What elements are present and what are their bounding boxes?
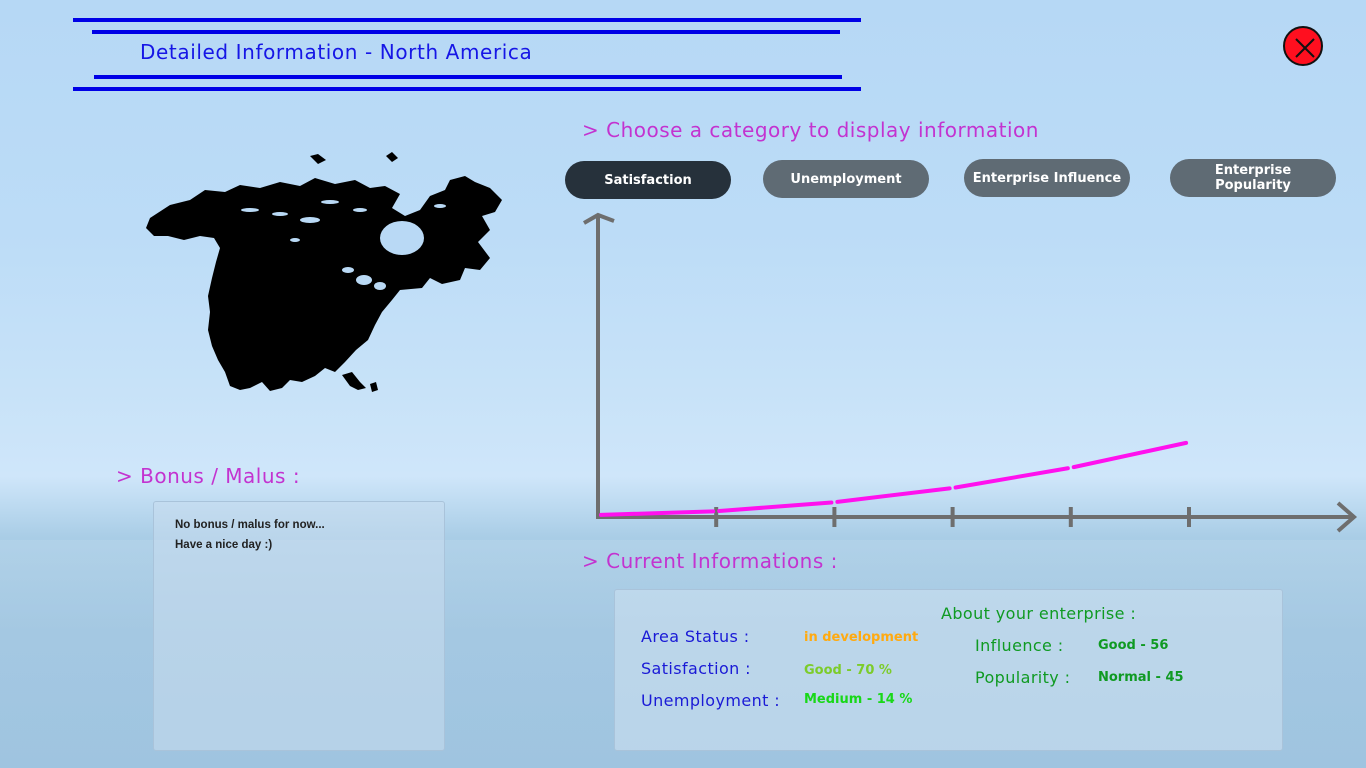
series-line-segment bbox=[835, 486, 952, 504]
unemployment-value: Medium - 14 % bbox=[804, 692, 913, 707]
satisfaction-label: Satisfaction : bbox=[641, 659, 751, 678]
satisfaction-chart bbox=[583, 212, 1358, 533]
bonus-line: Have a nice day :) bbox=[175, 539, 273, 551]
tab-enterprise-popularity[interactable]: Enterprise Popularity bbox=[1170, 159, 1336, 197]
series-line-segment bbox=[953, 466, 1070, 490]
area-status-value: in development bbox=[804, 630, 919, 645]
y-axis-arrow bbox=[583, 212, 615, 225]
enterprise-title: About your enterprise : bbox=[941, 604, 1137, 623]
close-button[interactable] bbox=[1283, 26, 1323, 66]
current-info-panel: Area Status : in development Satisfactio… bbox=[614, 589, 1283, 751]
influence-label: Influence : bbox=[975, 636, 1064, 655]
series-line-segment bbox=[598, 509, 716, 517]
series-line-segment bbox=[1071, 440, 1189, 470]
popularity-label: Popularity : bbox=[975, 668, 1071, 687]
bonus-line: No bonus / malus for now... bbox=[175, 519, 325, 531]
tab-enterprise-influence[interactable]: Enterprise Influence bbox=[964, 159, 1130, 197]
area-status-label: Area Status : bbox=[641, 627, 750, 646]
bonus-label: > Bonus / Malus : bbox=[116, 464, 301, 488]
header-frame bbox=[73, 18, 861, 91]
category-prompt: > Choose a category to display informati… bbox=[582, 118, 1039, 142]
x-axis-arrow bbox=[1336, 501, 1358, 533]
influence-value: Good - 56 bbox=[1098, 638, 1169, 653]
tab-satisfaction[interactable]: Satisfaction bbox=[565, 161, 731, 199]
bonus-malus-panel: No bonus / malus for now... Have a nice … bbox=[153, 501, 445, 751]
page-title: Detailed Information - North America bbox=[140, 40, 533, 64]
current-info-label: > Current Informations : bbox=[582, 549, 838, 573]
unemployment-label: Unemployment : bbox=[641, 691, 781, 710]
popularity-value: Normal - 45 bbox=[1098, 670, 1184, 685]
satisfaction-value: Good - 70 % bbox=[804, 663, 892, 678]
north-america-map bbox=[146, 152, 502, 392]
tab-unemployment[interactable]: Unemployment bbox=[763, 160, 929, 198]
series-line-segment bbox=[717, 500, 834, 514]
close-icon bbox=[1295, 38, 1315, 58]
